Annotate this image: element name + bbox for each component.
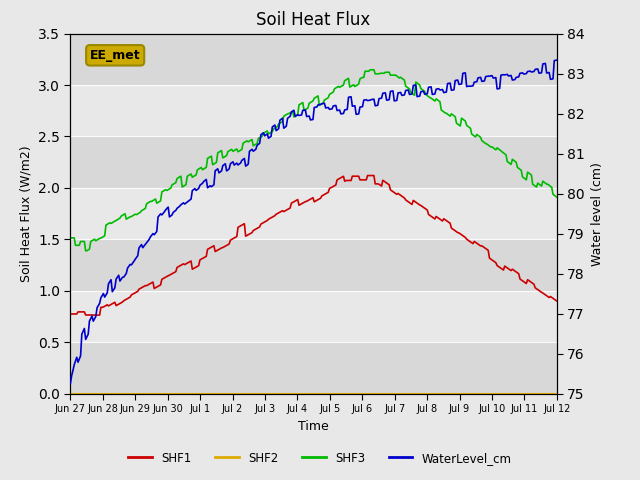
Bar: [70, 85, 557, 136]
Bar: [70, 291, 557, 342]
X-axis label: Time: Time: [298, 420, 329, 432]
Y-axis label: Water level (cm): Water level (cm): [591, 162, 604, 265]
Text: EE_met: EE_met: [90, 49, 141, 62]
Bar: [70, 136, 557, 188]
Bar: [70, 342, 557, 394]
Y-axis label: Soil Heat Flux (W/m2): Soil Heat Flux (W/m2): [19, 145, 33, 282]
Legend: SHF1, SHF2, SHF3, WaterLevel_cm: SHF1, SHF2, SHF3, WaterLevel_cm: [124, 447, 516, 469]
Title: Soil Heat Flux: Soil Heat Flux: [257, 11, 371, 29]
Bar: [70, 188, 557, 240]
Bar: [70, 34, 557, 85]
Bar: [70, 240, 557, 291]
